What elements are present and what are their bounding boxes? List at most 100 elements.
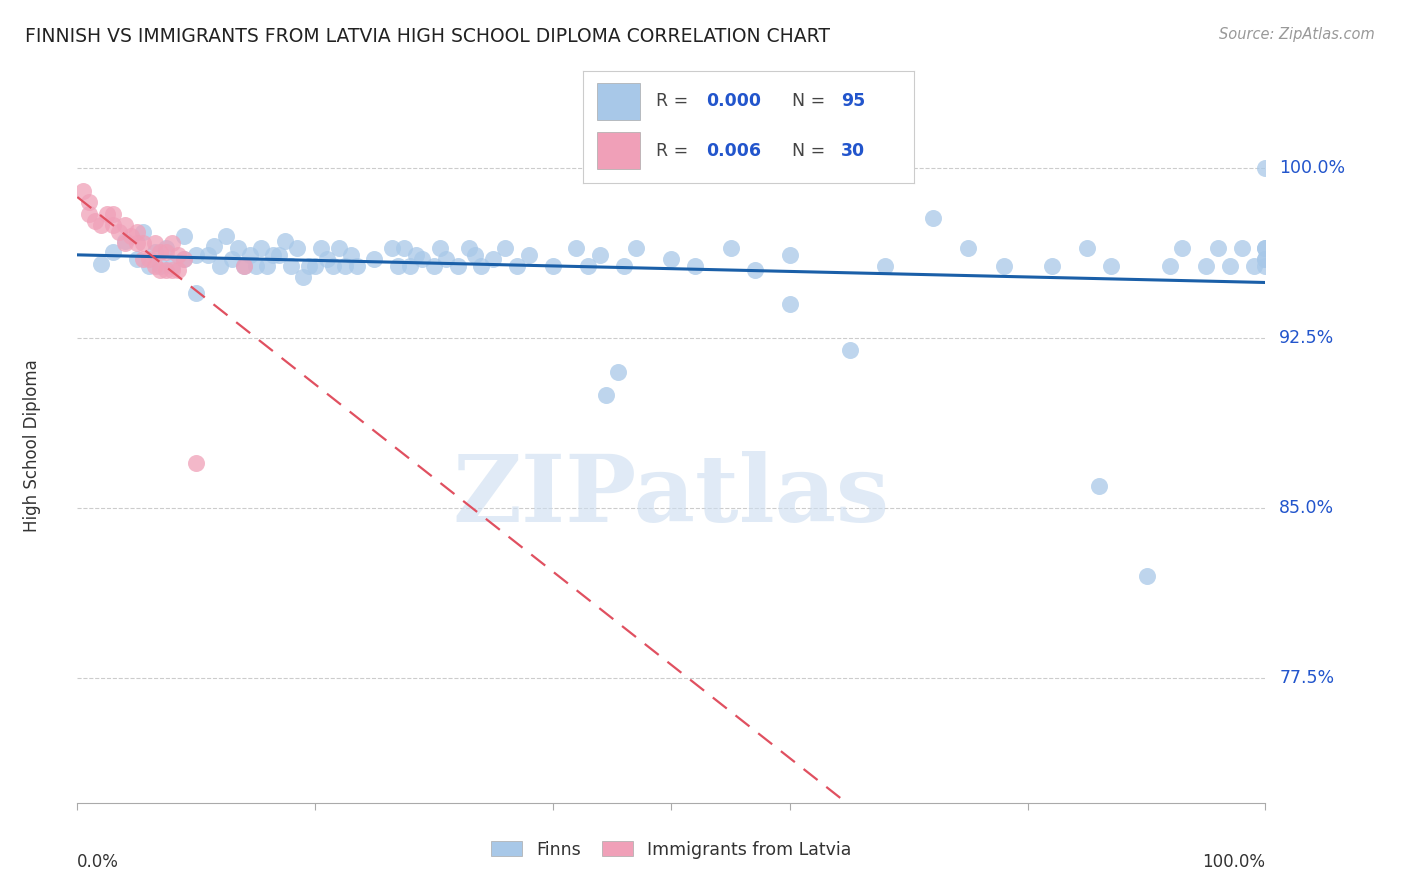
Point — [589, 247, 612, 261]
Point — [90, 257, 112, 271]
Point — [458, 241, 481, 255]
Point — [429, 241, 451, 255]
Point — [1254, 252, 1277, 266]
Point — [1254, 241, 1277, 255]
Point — [304, 259, 326, 273]
Point — [346, 259, 368, 273]
Point — [162, 236, 184, 251]
Text: Source: ZipAtlas.com: Source: ZipAtlas.com — [1219, 27, 1375, 42]
Point — [1099, 259, 1122, 273]
Text: 0.000: 0.000 — [706, 93, 761, 111]
Point — [120, 229, 142, 244]
Point — [162, 259, 184, 273]
Point — [315, 252, 337, 266]
Point — [720, 241, 742, 255]
Point — [155, 263, 177, 277]
Point — [143, 245, 166, 260]
Point — [226, 241, 249, 255]
Point — [108, 225, 131, 239]
FancyBboxPatch shape — [596, 83, 640, 120]
Text: 30: 30 — [841, 142, 865, 160]
Point — [661, 252, 683, 266]
Text: 77.5%: 77.5% — [1279, 669, 1334, 687]
Point — [517, 247, 540, 261]
Point — [381, 241, 404, 255]
Point — [131, 252, 153, 266]
Point — [957, 241, 980, 255]
Point — [1254, 259, 1277, 273]
Point — [565, 241, 588, 255]
Point — [239, 247, 262, 261]
Point — [155, 241, 177, 255]
Point — [173, 229, 195, 244]
Point — [541, 259, 564, 273]
Point — [576, 259, 599, 273]
Point — [202, 238, 225, 252]
Point — [215, 229, 238, 244]
Text: 100.0%: 100.0% — [1202, 853, 1265, 871]
Point — [1254, 161, 1277, 176]
Point — [250, 241, 273, 255]
Point — [1136, 569, 1159, 583]
Point — [72, 184, 94, 198]
Point — [256, 259, 278, 273]
Point — [232, 259, 254, 273]
Point — [143, 236, 166, 251]
Point — [186, 456, 208, 470]
Text: 0.006: 0.006 — [706, 142, 761, 160]
Point — [114, 218, 136, 232]
Point — [434, 252, 457, 266]
Point — [322, 259, 344, 273]
Point — [1159, 259, 1181, 273]
Point — [208, 259, 231, 273]
Point — [292, 270, 315, 285]
Point — [1254, 252, 1277, 266]
Point — [333, 259, 356, 273]
Point — [309, 241, 332, 255]
Point — [84, 213, 107, 227]
Point — [173, 252, 195, 266]
Text: 92.5%: 92.5% — [1279, 329, 1334, 347]
Point — [494, 241, 516, 255]
Point — [125, 236, 148, 251]
Point — [446, 259, 468, 273]
Text: 85.0%: 85.0% — [1279, 500, 1334, 517]
Point — [1230, 241, 1253, 255]
Point — [363, 252, 385, 266]
Point — [155, 245, 177, 260]
Point — [167, 263, 190, 277]
Point — [138, 259, 160, 273]
Point — [387, 259, 409, 273]
Point — [1206, 241, 1229, 255]
Point — [399, 259, 422, 273]
Point — [245, 259, 267, 273]
Text: 0.0%: 0.0% — [77, 853, 120, 871]
Point — [221, 252, 243, 266]
Text: R =: R = — [657, 93, 695, 111]
Point — [298, 259, 321, 273]
Point — [595, 388, 617, 402]
Point — [114, 236, 136, 251]
Point — [606, 365, 628, 379]
Point — [921, 211, 943, 226]
Point — [149, 263, 172, 277]
Text: High School Diploma: High School Diploma — [22, 359, 41, 533]
Point — [683, 259, 706, 273]
FancyBboxPatch shape — [596, 132, 640, 169]
Point — [269, 247, 291, 261]
Point — [464, 247, 486, 261]
Text: R =: R = — [657, 142, 695, 160]
Point — [1171, 241, 1194, 255]
Point — [392, 241, 415, 255]
Point — [744, 263, 766, 277]
Point — [274, 234, 297, 248]
Point — [875, 259, 897, 273]
Point — [506, 259, 529, 273]
Point — [101, 245, 124, 260]
Point — [482, 252, 505, 266]
Point — [328, 241, 350, 255]
Point — [285, 241, 308, 255]
Point — [101, 218, 124, 232]
Point — [173, 252, 195, 266]
Point — [470, 259, 492, 273]
